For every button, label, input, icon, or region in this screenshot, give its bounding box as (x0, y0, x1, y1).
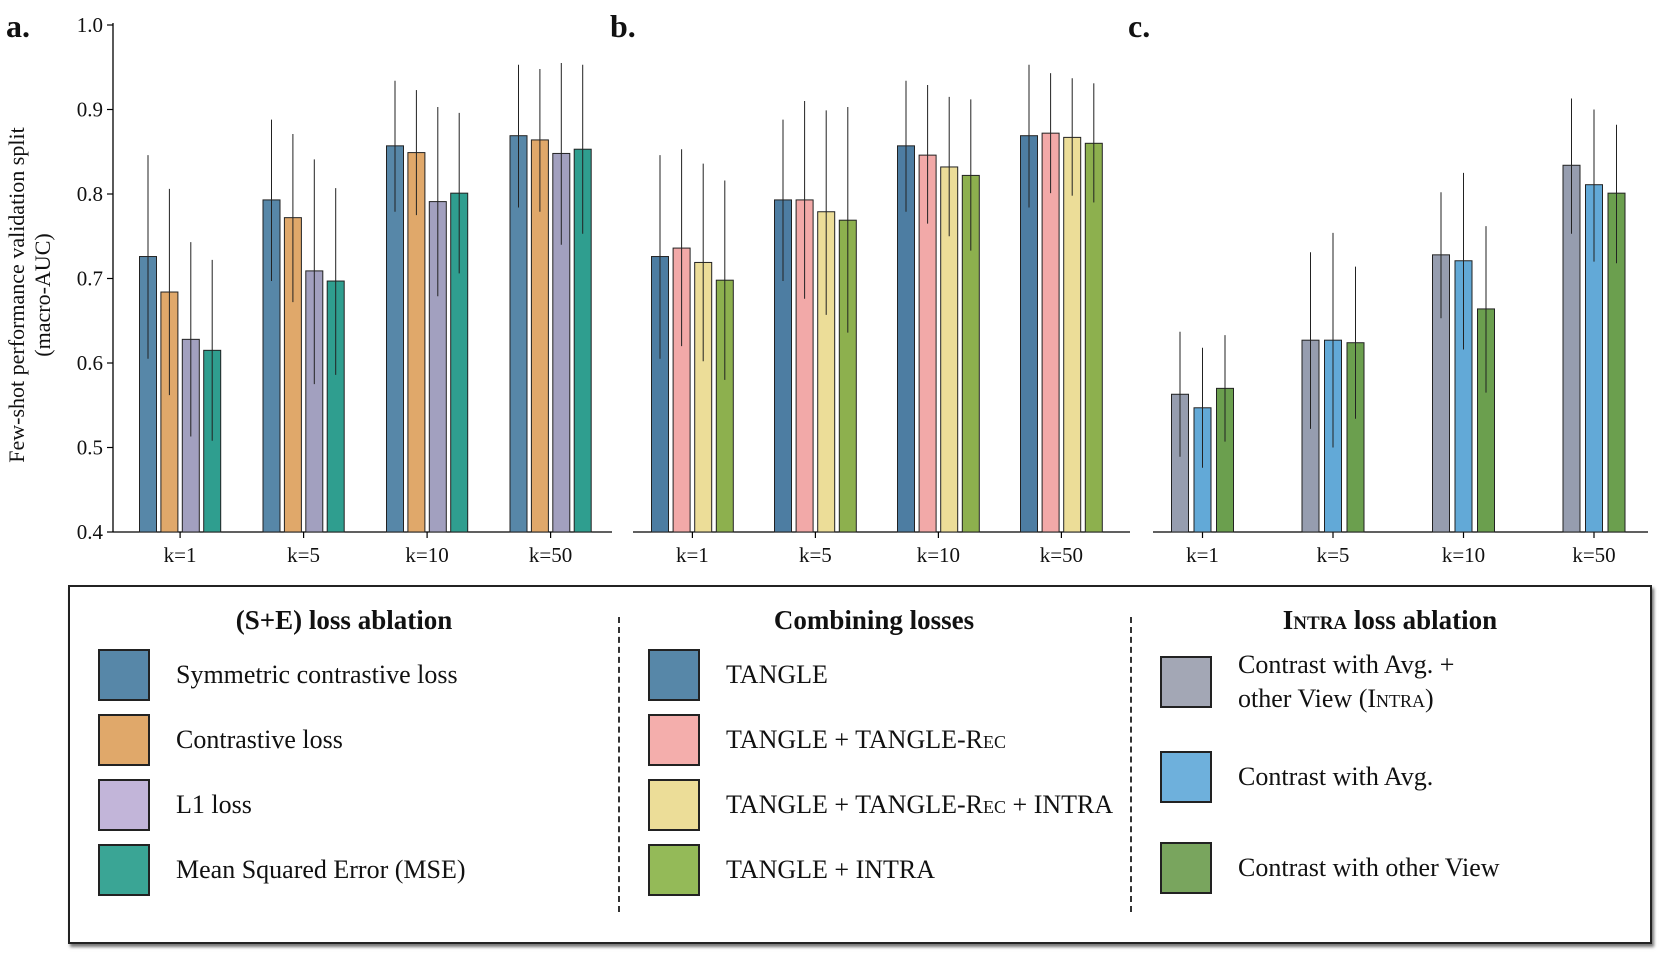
legend-label: TANGLE (726, 660, 828, 689)
x-tick-label: k=50 (1040, 543, 1083, 567)
legend-swatch (1160, 751, 1212, 803)
y-axis-label-line1: Few-shot performance validation split (4, 127, 29, 463)
legend-swatch (648, 779, 700, 831)
legend-swatch (98, 779, 150, 831)
x-tick-label: k=5 (287, 543, 320, 567)
legend-swatch (648, 649, 700, 701)
legend-item-contrast-avg: Contrast with Avg. (1160, 749, 1433, 805)
x-tick-label: k=50 (529, 543, 572, 567)
legend-swatch (1160, 842, 1212, 894)
legend-title-combining-losses: Combining losses (773, 605, 975, 635)
legend-item-l1: L1 loss (98, 777, 252, 833)
x-tick-label: k=1 (164, 543, 197, 567)
legend-item-mse: Mean Squared Error (MSE) (98, 842, 466, 898)
bar (1063, 136, 1082, 533)
legend-title-se-loss-ablation: (S+E) loss ablation (235, 605, 453, 635)
legend-label: Contrastive loss (176, 725, 343, 754)
legend-swatch (648, 844, 700, 896)
legend-label: L1 loss (176, 790, 252, 819)
legend-col-intra-ablation: Intra loss ablation Contrast with Avg. +… (1132, 587, 1648, 942)
x-tick-label: k=10 (917, 543, 960, 567)
legend-label: Mean Squared Error (MSE) (176, 855, 466, 884)
legend-swatch (648, 714, 700, 766)
y-tick-label: 0.5 (77, 436, 103, 460)
legend-swatch (98, 844, 150, 896)
legend-label: TANGLE + TANGLE-Rec (726, 725, 1007, 754)
legend-label: TANGLE + TANGLE-Rec + INTRA (726, 790, 1114, 819)
legend-item-tangle-rec: TANGLE + TANGLE-Rec (648, 712, 1006, 768)
legend-divider (618, 617, 620, 912)
legend-swatch (1160, 656, 1212, 708)
y-axis-label-line2: (macro-AUC) (30, 233, 55, 357)
legend-item-tangle-intra: TANGLE + INTRA (648, 842, 935, 898)
legend-box: (S+E) loss ablation Symmetric contrastiv… (68, 585, 1652, 944)
legend-label: Contrast with other View (1238, 853, 1500, 882)
x-tick-label: k=10 (405, 543, 448, 567)
legend-label: Contrast with Avg. (1238, 762, 1434, 791)
x-tick-label: k=1 (676, 543, 709, 567)
y-tick-label: 0.4 (77, 520, 104, 544)
y-axis-label: Few-shot performance validation split (m… (4, 60, 74, 560)
panel-a-label: a. (6, 8, 30, 44)
legend-label: Symmetric contrastive loss (176, 660, 458, 689)
x-tick-label: k=50 (1572, 543, 1615, 567)
legend-swatch (98, 714, 150, 766)
y-tick-label: 1.0 (77, 13, 103, 37)
legend-divider (1130, 617, 1132, 912)
x-tick-label: k=1 (1186, 543, 1219, 567)
legend-item-contrast-other-view: Contrast with other View (1160, 840, 1500, 896)
legend-col-combining-losses: Combining losses TANGLE TANGLE + TANGLE-… (620, 587, 1128, 942)
x-tick-label: k=5 (1317, 543, 1350, 567)
x-tick-label: k=10 (1442, 543, 1485, 567)
legend-item-contrastive: Contrastive loss (98, 712, 343, 768)
panel-c-label: c. (1128, 8, 1151, 44)
legend-label: TANGLE + INTRA (726, 855, 936, 884)
panel-b-label: b. (610, 8, 636, 44)
legend-item-intra: Contrast with Avg. + other View (Intra) (1160, 647, 1454, 717)
y-tick-label: 0.6 (77, 351, 103, 375)
legend-item-tangle-rec-intra: TANGLE + TANGLE-Rec + INTRA (648, 777, 1113, 833)
legend-item-symmetric-contrastive: Symmetric contrastive loss (98, 647, 458, 703)
legend-item-tangle: TANGLE (648, 647, 828, 703)
legend-swatch (98, 649, 150, 701)
y-tick-label: 0.7 (77, 267, 103, 291)
bar-chart-figure: 0.4 0.5 0.6 0.7 0.8 0.9 1.0 k=1 k=5 k=10 k=50 k=1 k=… (77, 13, 1648, 567)
y-tick-label: 0.9 (77, 98, 103, 122)
legend-label: Contrast with Avg. + other View (Intra) (1238, 650, 1455, 713)
legend-col-loss-ablation: (S+E) loss ablation Symmetric contrastiv… (70, 587, 618, 942)
x-tick-label: k=5 (799, 543, 832, 567)
y-tick-label: 0.8 (77, 182, 103, 206)
legend-title-intra-loss-ablation: Intra loss ablation (1282, 605, 1498, 635)
